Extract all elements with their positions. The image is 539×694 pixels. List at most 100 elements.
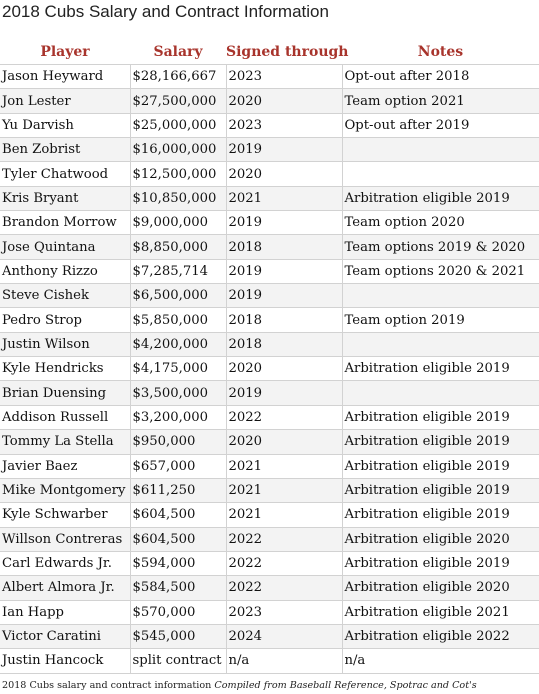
cell-salary: $12,500,000 [130, 161, 227, 187]
table-row: Kyle Schwarber $604,500 2021 Arbitration el… [0, 502, 539, 528]
cell-player: Tommy La Stella [0, 429, 131, 455]
cell-salary: $5,850,000 [130, 307, 227, 333]
cell-notes: Team option 2019 [342, 307, 539, 333]
cell-signed-through: 2021 [226, 454, 343, 479]
header-salary: Salary [130, 40, 226, 65]
cell-notes: Arbitration eligible 2019 [342, 478, 539, 504]
cell-player: Jason Heyward [0, 64, 131, 90]
cell-signed-through: n/a [226, 648, 343, 674]
cell-notes: Team option 2021 [342, 88, 539, 114]
salary-table: Player Salary Signed through Notes Jason… [0, 40, 539, 674]
table-row: Kris Bryant $10,850,000 2021 Arbitration el… [0, 186, 539, 212]
footer-caption: 2018 Cubs salary and contract informatio… [2, 680, 212, 691]
cell-player: Jose Quintana [0, 234, 131, 260]
table-row: Pedro Strop $5,850,000 2018 Team option 201… [0, 307, 539, 333]
cell-signed-through: 2019 [226, 283, 343, 309]
cell-player: Ben Zobrist [0, 137, 131, 163]
cell-signed-through: 2018 [226, 307, 343, 333]
cell-notes [342, 137, 539, 163]
cell-salary: $4,175,000 [130, 356, 227, 382]
cell-notes [342, 380, 539, 406]
cell-player: Kris Bryant [0, 186, 131, 212]
cell-player: Tyler Chatwood [0, 161, 131, 187]
cell-notes: Arbitration eligible 2019 [342, 429, 539, 455]
cell-notes: Arbitration eligible 2019 [342, 502, 539, 528]
cell-salary: $3,500,000 [130, 380, 227, 406]
page-title: 2018 Cubs Salary and Contract Informatio… [2, 2, 329, 21]
cell-notes: Arbitration eligible 2020 [342, 575, 539, 601]
table-row: Jose Quintana $8,850,000 2018 Team options … [0, 234, 539, 260]
cell-player: Albert Almora Jr. [0, 575, 131, 601]
cell-notes: Arbitration eligible 2020 [342, 527, 539, 552]
cell-salary: $9,000,000 [130, 210, 227, 236]
cell-notes: Arbitration eligible 2019 [342, 454, 539, 479]
table-row: Jason Heyward $28,166,667 2023 Opt-out afte… [0, 64, 539, 90]
cell-signed-through: 2019 [226, 210, 343, 236]
cell-player: Kyle Schwarber [0, 502, 131, 528]
cell-notes [342, 161, 539, 187]
cell-notes: Team option 2020 [342, 210, 539, 236]
cell-player: Kyle Hendricks [0, 356, 131, 382]
table-row: Javier Baez $657,000 2021 Arbitration eligi… [0, 454, 539, 479]
cell-signed-through: 2019 [226, 259, 343, 285]
cell-notes: Arbitration eligible 2019 [342, 186, 539, 212]
cell-salary: $604,500 [130, 502, 227, 528]
cell-notes: n/a [342, 648, 539, 674]
cell-salary: $570,000 [130, 600, 227, 625]
table-row: Justin Wilson $4,200,000 2018 [0, 332, 539, 358]
cell-salary: $594,000 [130, 551, 227, 577]
cell-salary: $28,166,667 [130, 64, 227, 90]
cell-salary: $6,500,000 [130, 283, 227, 309]
cell-salary: $25,000,000 [130, 113, 227, 139]
table-row: Mike Montgomery $611,250 2021 Arbitration e… [0, 478, 539, 504]
cell-signed-through: 2020 [226, 429, 343, 455]
table-row: Yu Darvish $25,000,000 2023 Opt-out after 2… [0, 113, 539, 139]
cell-salary: $657,000 [130, 454, 227, 479]
cell-notes: Arbitration eligible 2019 [342, 405, 539, 431]
cell-signed-through: 2020 [226, 88, 343, 114]
cell-player: Mike Montgomery [0, 478, 131, 504]
cell-notes: Team options 2019 & 2020 [342, 234, 539, 260]
cell-player: Addison Russell [0, 405, 131, 431]
cell-salary: $27,500,000 [130, 88, 227, 114]
cell-player: Justin Hancock [0, 648, 131, 674]
cell-signed-through: 2023 [226, 113, 343, 139]
cell-salary: $584,500 [130, 575, 227, 601]
table-row: Ian Happ $570,000 2023 Arbitration eligible… [0, 600, 539, 625]
cell-player: Ian Happ [0, 600, 131, 625]
cell-signed-through: 2019 [226, 380, 343, 406]
table-body: Jason Heyward $28,166,667 2023 Opt-out afte… [0, 64, 539, 674]
cell-player: Anthony Rizzo [0, 259, 131, 285]
table-row: Victor Caratini $545,000 2024 Arbitration e… [0, 624, 539, 650]
cell-notes: Arbitration eligible 2022 [342, 624, 539, 650]
cell-signed-through: 2018 [226, 332, 343, 358]
cell-player: Jon Lester [0, 88, 131, 114]
header-row: Player Salary Signed through Notes [0, 40, 539, 65]
cell-salary: $4,200,000 [130, 332, 227, 358]
cell-signed-through: 2022 [226, 527, 343, 552]
cell-notes: Opt-out after 2018 [342, 64, 539, 90]
cell-signed-through: 2022 [226, 551, 343, 577]
cell-notes: Arbitration eligible 2019 [342, 551, 539, 577]
cell-signed-through: 2019 [226, 137, 343, 163]
cell-notes: Arbitration eligible 2021 [342, 600, 539, 625]
table-row: Tommy La Stella $950,000 2020 Arbitration e… [0, 429, 539, 455]
cell-notes [342, 332, 539, 358]
cell-player: Victor Caratini [0, 624, 131, 650]
table-row: Brian Duensing $3,500,000 2019 [0, 380, 539, 406]
cell-signed-through: 2020 [226, 161, 343, 187]
cell-player: Javier Baez [0, 454, 131, 479]
cell-player: Steve Cishek [0, 283, 131, 309]
table-row: Brandon Morrow $9,000,000 2019 Team option … [0, 210, 539, 236]
header-notes: Notes [342, 40, 539, 65]
header-signed-through: Signed through [226, 40, 348, 65]
cell-signed-through: 2023 [226, 600, 343, 625]
cell-signed-through: 2022 [226, 575, 343, 601]
cell-signed-through: 2021 [226, 186, 343, 212]
table-row: Kyle Hendricks $4,175,000 2020 Arbitration … [0, 356, 539, 382]
cell-salary: $8,850,000 [130, 234, 227, 260]
cell-player: Willson Contreras [0, 527, 131, 552]
table-row: Tyler Chatwood $12,500,000 2020 [0, 161, 539, 187]
table-row: Jon Lester $27,500,000 2020 Team option 202… [0, 88, 539, 114]
cell-salary: $950,000 [130, 429, 227, 455]
